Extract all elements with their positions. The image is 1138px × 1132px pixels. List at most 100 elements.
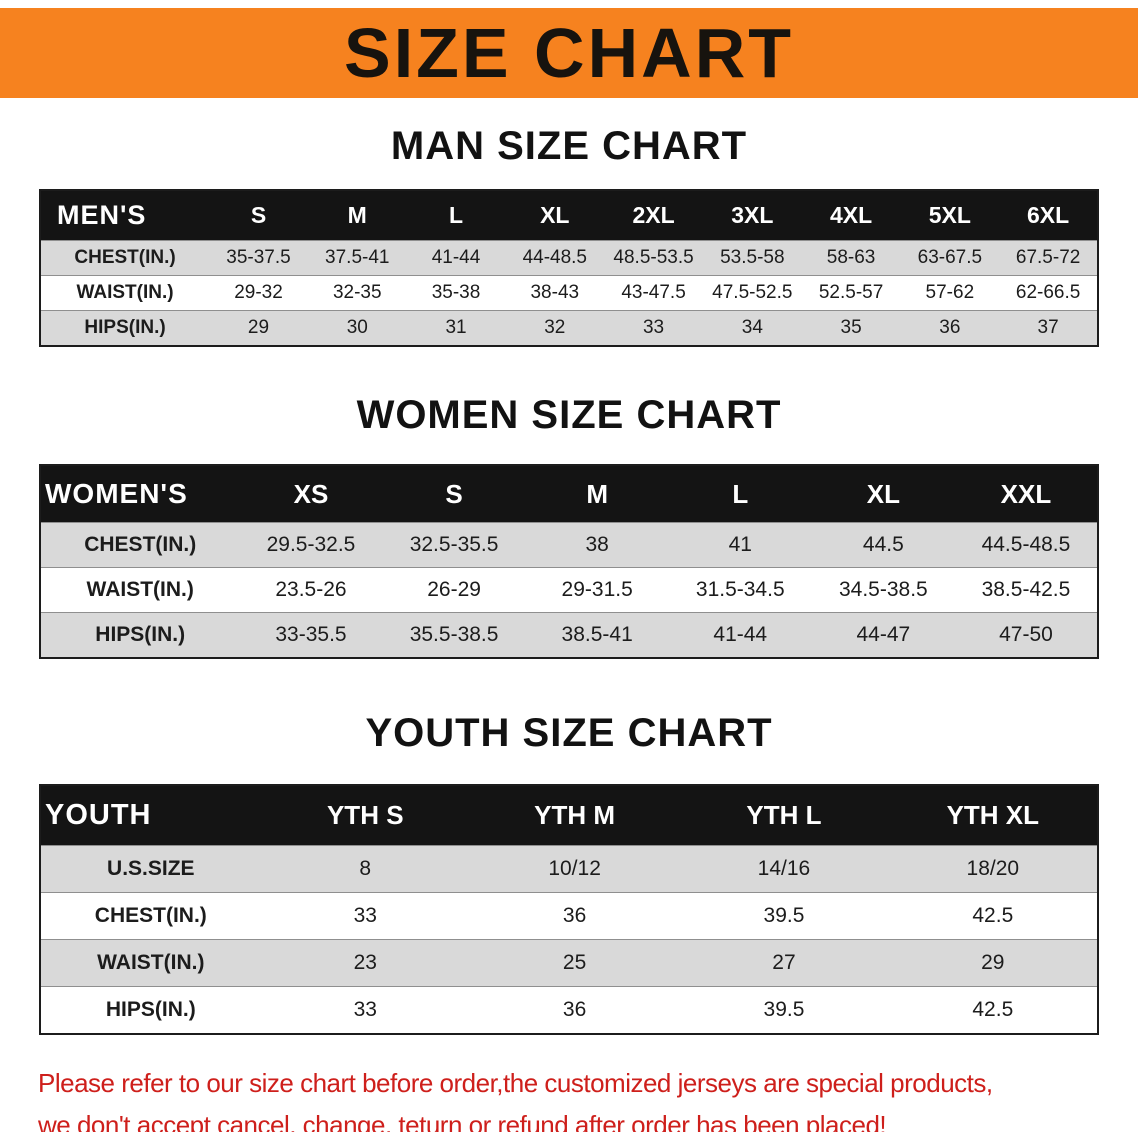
- row-label: CHEST(IN.): [40, 892, 261, 940]
- size-value: 48.5-53.5: [604, 240, 703, 276]
- size-value: 32.5-35.5: [382, 522, 526, 568]
- size-value: 42.5: [888, 892, 1098, 940]
- size-value: 38.5-42.5: [954, 567, 1098, 613]
- column-header: XL: [505, 190, 605, 241]
- size-value: 29-32: [209, 275, 308, 311]
- table-row: U.S.SIZE 8 10/12 14/16 18/20: [40, 845, 1098, 893]
- size-value: 29-31.5: [525, 567, 669, 613]
- disclaimer-line-2: we don't accept cancel, change, teturn o…: [38, 1109, 887, 1132]
- table-row: HIPS(IN.) 33 36 39.5 42.5: [40, 986, 1098, 1034]
- size-value: 29.5-32.5: [239, 522, 383, 568]
- size-value: 33: [260, 986, 470, 1034]
- youth-section-heading: YOUTH SIZE CHART: [365, 711, 773, 755]
- size-value: 29: [209, 310, 308, 346]
- youth-size-table-container: YOUTH YTH S YTH M YTH L YTH XL U.S.SIZE 8 10/12…: [39, 784, 1099, 1035]
- size-value: 35.5-38.5: [382, 612, 526, 658]
- column-header: 6XL: [999, 190, 1098, 241]
- size-value: 29: [888, 939, 1098, 987]
- size-value: 37: [999, 310, 1098, 346]
- column-header: S: [382, 465, 526, 523]
- size-value: 52.5-57: [801, 275, 901, 311]
- table-row: WAIST(IN.) 23 25 27 29: [40, 939, 1098, 987]
- column-header: YTH S: [260, 785, 470, 846]
- table-row: CHEST(IN.) 35-37.5 37.5-41 41-44 44-48.5 48.5…: [40, 240, 1098, 276]
- page-title: SIZE CHART: [344, 14, 794, 92]
- size-value: 67.5-72: [999, 240, 1098, 276]
- size-value: 47.5-52.5: [702, 275, 802, 311]
- men-size-table-container: MEN'S S M L XL 2XL 3XL 4XL 5XL 6XL CHEST(IN.) 35-37…: [39, 189, 1099, 347]
- youth-size-section: YOUTH SIZE CHART YOUTH YTH S YTH M YTH L YTH…: [39, 711, 1099, 1035]
- table-row: CHEST(IN.) 33 36 39.5 42.5: [40, 892, 1098, 940]
- size-value: 33-35.5: [239, 612, 383, 658]
- row-label: U.S.SIZE: [40, 845, 261, 893]
- size-value: 47-50: [954, 612, 1098, 658]
- size-value: 32-35: [307, 275, 407, 311]
- row-label: WAIST(IN.): [40, 939, 261, 987]
- size-value: 35-37.5: [209, 240, 308, 276]
- size-value: 41-44: [406, 240, 506, 276]
- size-value: 44.5-48.5: [954, 522, 1098, 568]
- row-label: HIPS(IN.): [40, 612, 240, 658]
- women-size-table-container: WOMEN'S XS S M L XL XXL CHEST(IN.) 29.5-32.5 32.5…: [39, 464, 1099, 659]
- size-value: 39.5: [679, 892, 889, 940]
- size-value: 14/16: [679, 845, 889, 893]
- size-value: 41: [668, 522, 812, 568]
- row-label: HIPS(IN.): [40, 310, 210, 346]
- size-value: 23: [260, 939, 470, 987]
- size-value: 38.5-41: [525, 612, 669, 658]
- column-header: YTH M: [469, 785, 680, 846]
- table-header-row: MEN'S S M L XL 2XL 3XL 4XL 5XL 6XL: [40, 190, 1098, 241]
- size-value: 35: [801, 310, 901, 346]
- size-value: 10/12: [469, 845, 680, 893]
- size-value: 36: [469, 986, 680, 1034]
- size-value: 43-47.5: [604, 275, 703, 311]
- column-header: XL: [811, 465, 955, 523]
- men-section-heading: MAN SIZE CHART: [390, 124, 748, 168]
- size-value: 58-63: [801, 240, 901, 276]
- row-label: CHEST(IN.): [40, 240, 210, 276]
- size-value: 31: [406, 310, 506, 346]
- size-value: 33: [604, 310, 703, 346]
- men-size-section: MAN SIZE CHART MEN'S S M L XL 2XL 3XL 4XL 5XL 6XL…: [39, 124, 1099, 347]
- size-value: 36: [900, 310, 1000, 346]
- size-value: 32: [505, 310, 605, 346]
- women-size-section: WOMEN SIZE CHART WOMEN'S XS S M L XL XXL CHEST(…: [39, 393, 1099, 659]
- size-value: 35-38: [406, 275, 506, 311]
- column-header: L: [406, 190, 506, 241]
- table-row: HIPS(IN.) 33-35.5 35.5-38.5 38.5-41 41-44 44-…: [40, 612, 1098, 658]
- size-value: 34.5-38.5: [811, 567, 955, 613]
- column-header: YTH L: [679, 785, 889, 846]
- column-header: 4XL: [801, 190, 901, 241]
- row-label: CHEST(IN.): [40, 522, 240, 568]
- table-corner-label: YOUTH: [40, 785, 261, 846]
- size-value: 30: [307, 310, 407, 346]
- table-row: WAIST(IN.) 23.5-26 26-29 29-31.5 31.5-34.5 34…: [40, 567, 1098, 613]
- size-value: 57-62: [900, 275, 1000, 311]
- top-banner: SIZE CHART: [0, 8, 1138, 98]
- column-header: XXL: [954, 465, 1098, 523]
- size-value: 41-44: [668, 612, 812, 658]
- column-header: L: [668, 465, 812, 523]
- table-corner-label: WOMEN'S: [40, 465, 240, 523]
- table-corner-label: MEN'S: [40, 190, 210, 241]
- column-header: 2XL: [604, 190, 703, 241]
- row-label: WAIST(IN.): [40, 567, 240, 613]
- size-value: 38-43: [505, 275, 605, 311]
- size-value: 44-48.5: [505, 240, 605, 276]
- size-table: YOUTH YTH S YTH M YTH L YTH XL U.S.SIZE 8 10/12…: [39, 784, 1099, 1035]
- disclaimer-text: Please refer to our size chart before or…: [38, 1063, 1100, 1132]
- table-row: WAIST(IN.) 29-32 32-35 35-38 38-43 43-47.5 47.…: [40, 275, 1098, 311]
- size-value: 31.5-34.5: [668, 567, 812, 613]
- size-value: 23.5-26: [239, 567, 383, 613]
- column-header: 5XL: [900, 190, 1000, 241]
- size-table: MEN'S S M L XL 2XL 3XL 4XL 5XL 6XL CHEST(IN.) 35-37…: [39, 189, 1099, 347]
- size-value: 62-66.5: [999, 275, 1098, 311]
- column-header: M: [307, 190, 407, 241]
- table-header-row: YOUTH YTH S YTH M YTH L YTH XL: [40, 785, 1098, 846]
- size-value: 8: [260, 845, 470, 893]
- women-section-heading: WOMEN SIZE CHART: [356, 393, 782, 437]
- size-value: 44-47: [811, 612, 955, 658]
- size-value: 38: [525, 522, 669, 568]
- column-header: YTH XL: [888, 785, 1098, 846]
